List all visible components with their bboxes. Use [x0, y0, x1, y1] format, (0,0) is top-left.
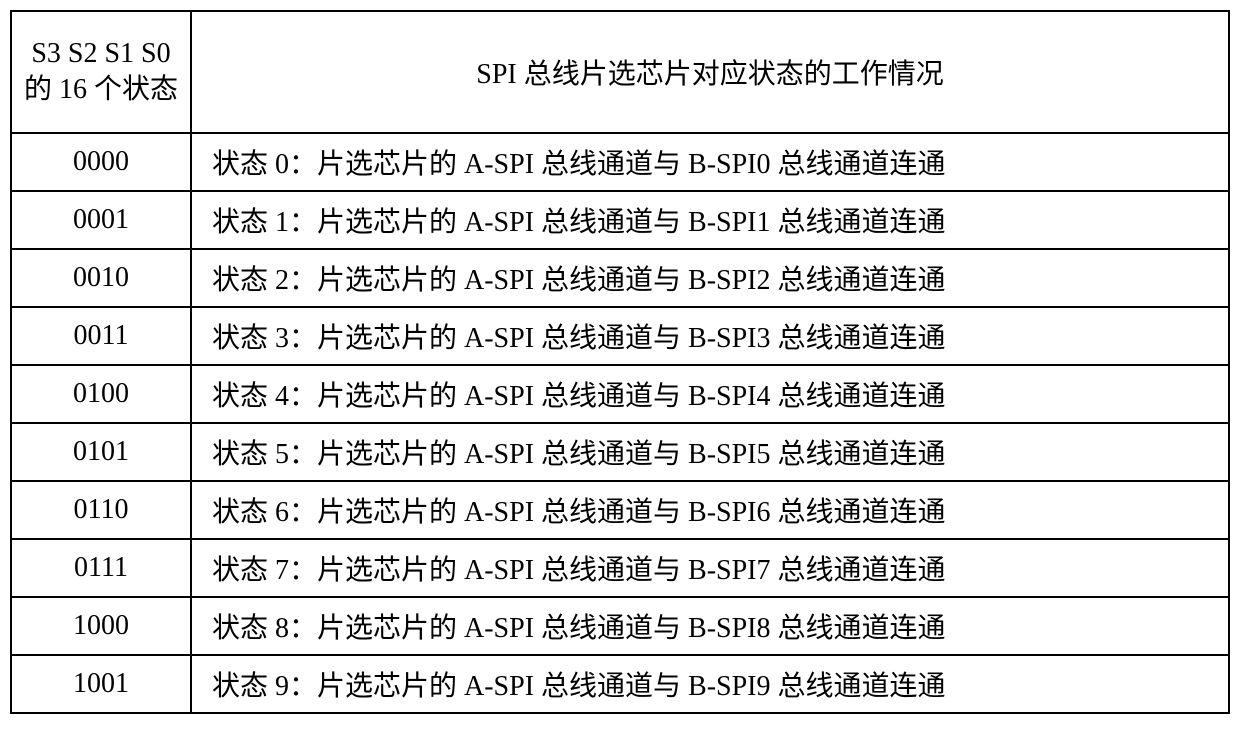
desc-cell: 状态 9：片选芯片的 A-SPI 总线通道与 B-SPI9 总线通道连通 [191, 655, 1229, 713]
table-row: 0010 状态 2：片选芯片的 A-SPI 总线通道与 B-SPI2 总线通道连… [11, 249, 1229, 307]
table-row: 0011 状态 3：片选芯片的 A-SPI 总线通道与 B-SPI3 总线通道连… [11, 307, 1229, 365]
table-row: 1000 状态 8：片选芯片的 A-SPI 总线通道与 B-SPI8 总线通道连… [11, 597, 1229, 655]
state-table-container: S3 S2 S1 S0的 16 个状态 SPI 总线片选芯片对应状态的工作情况 … [10, 10, 1230, 714]
state-cell: 0110 [11, 481, 191, 539]
state-cell: 0001 [11, 191, 191, 249]
table-row: 1001 状态 9：片选芯片的 A-SPI 总线通道与 B-SPI9 总线通道连… [11, 655, 1229, 713]
state-cell: 1000 [11, 597, 191, 655]
state-cell: 0011 [11, 307, 191, 365]
header-desc-col: SPI 总线片选芯片对应状态的工作情况 [191, 11, 1229, 133]
state-cell: 0111 [11, 539, 191, 597]
table-row: 0110 状态 6：片选芯片的 A-SPI 总线通道与 B-SPI6 总线通道连… [11, 481, 1229, 539]
state-cell: 0101 [11, 423, 191, 481]
desc-cell: 状态 3：片选芯片的 A-SPI 总线通道与 B-SPI3 总线通道连通 [191, 307, 1229, 365]
header-state-col: S3 S2 S1 S0的 16 个状态 [11, 11, 191, 133]
state-cell: 1001 [11, 655, 191, 713]
state-cell: 0010 [11, 249, 191, 307]
state-cell: 0100 [11, 365, 191, 423]
desc-cell: 状态 1：片选芯片的 A-SPI 总线通道与 B-SPI1 总线通道连通 [191, 191, 1229, 249]
table-row: 0111 状态 7：片选芯片的 A-SPI 总线通道与 B-SPI7 总线通道连… [11, 539, 1229, 597]
desc-cell: 状态 4：片选芯片的 A-SPI 总线通道与 B-SPI4 总线通道连通 [191, 365, 1229, 423]
table-row: 0000 状态 0：片选芯片的 A-SPI 总线通道与 B-SPI0 总线通道连… [11, 133, 1229, 191]
table-body: 0000 状态 0：片选芯片的 A-SPI 总线通道与 B-SPI0 总线通道连… [11, 133, 1229, 713]
table-row: 0101 状态 5：片选芯片的 A-SPI 总线通道与 B-SPI5 总线通道连… [11, 423, 1229, 481]
table-row: 0100 状态 4：片选芯片的 A-SPI 总线通道与 B-SPI4 总线通道连… [11, 365, 1229, 423]
desc-cell: 状态 6：片选芯片的 A-SPI 总线通道与 B-SPI6 总线通道连通 [191, 481, 1229, 539]
table-header-row: S3 S2 S1 S0的 16 个状态 SPI 总线片选芯片对应状态的工作情况 [11, 11, 1229, 133]
state-table: S3 S2 S1 S0的 16 个状态 SPI 总线片选芯片对应状态的工作情况 … [10, 10, 1230, 714]
desc-cell: 状态 5：片选芯片的 A-SPI 总线通道与 B-SPI5 总线通道连通 [191, 423, 1229, 481]
desc-cell: 状态 2：片选芯片的 A-SPI 总线通道与 B-SPI2 总线通道连通 [191, 249, 1229, 307]
desc-cell: 状态 0：片选芯片的 A-SPI 总线通道与 B-SPI0 总线通道连通 [191, 133, 1229, 191]
desc-cell: 状态 7：片选芯片的 A-SPI 总线通道与 B-SPI7 总线通道连通 [191, 539, 1229, 597]
desc-cell: 状态 8：片选芯片的 A-SPI 总线通道与 B-SPI8 总线通道连通 [191, 597, 1229, 655]
state-cell: 0000 [11, 133, 191, 191]
table-row: 0001 状态 1：片选芯片的 A-SPI 总线通道与 B-SPI1 总线通道连… [11, 191, 1229, 249]
